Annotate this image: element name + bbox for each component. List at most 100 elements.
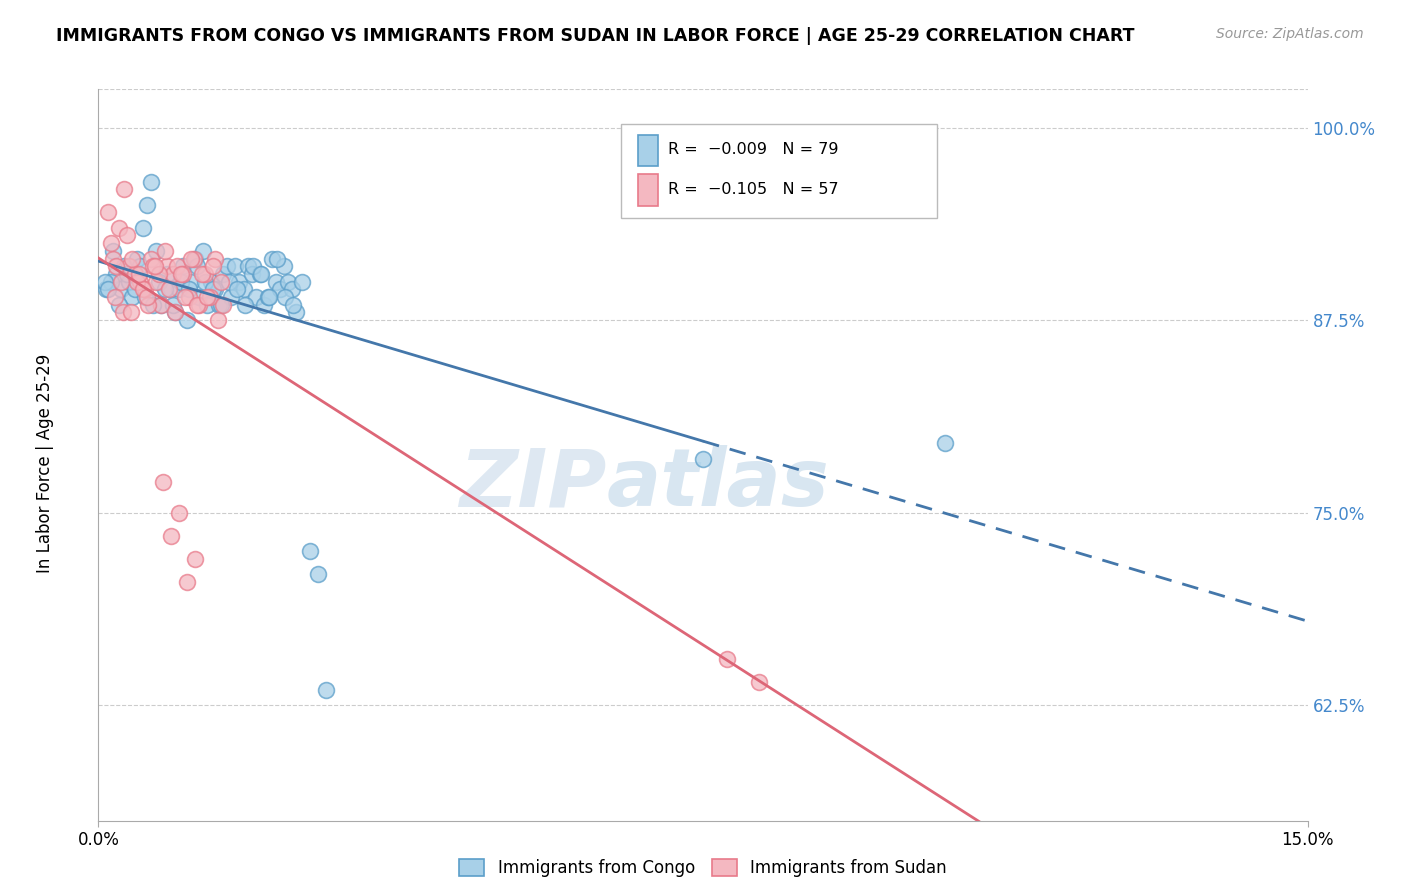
Point — [96, 282, 118, 296]
Text: In Labor Force | Age 25-29: In Labor Force | Age 25-29 — [37, 354, 53, 574]
Point — [204, 282, 226, 296]
Point — [250, 267, 273, 281]
Point — [201, 282, 224, 296]
Point — [153, 282, 176, 296]
Point — [269, 282, 291, 296]
Point — [142, 260, 165, 274]
Point — [190, 267, 212, 281]
Point — [209, 298, 232, 312]
Point — [245, 290, 267, 304]
Point — [207, 313, 229, 327]
Point — [180, 252, 202, 266]
Text: R =  −0.105   N = 57: R = −0.105 N = 57 — [668, 182, 839, 197]
Point — [156, 260, 179, 274]
Point — [204, 252, 226, 266]
Point — [118, 260, 141, 274]
Point — [138, 298, 160, 312]
Point — [103, 290, 125, 304]
Point — [195, 298, 218, 312]
Point — [200, 275, 222, 289]
Point — [139, 175, 162, 189]
Point — [298, 544, 321, 558]
Point — [221, 290, 243, 304]
Point — [100, 275, 122, 289]
Point — [160, 282, 183, 296]
Point — [162, 267, 184, 281]
Point — [153, 244, 176, 258]
Point — [266, 252, 288, 266]
Point — [145, 275, 167, 289]
Legend: Immigrants from Congo, Immigrants from Sudan: Immigrants from Congo, Immigrants from S… — [453, 852, 953, 884]
Point — [172, 260, 194, 274]
Point — [193, 244, 215, 258]
Point — [110, 275, 132, 289]
Point — [194, 267, 217, 281]
Point — [166, 260, 188, 274]
Point — [260, 252, 283, 266]
Point — [233, 298, 256, 312]
Point — [167, 282, 190, 296]
Point — [748, 675, 770, 690]
Point — [188, 298, 211, 312]
Point — [115, 228, 138, 243]
Point — [183, 252, 205, 266]
Point — [242, 260, 264, 274]
Point — [177, 290, 200, 304]
Point — [157, 282, 180, 296]
Point — [186, 298, 208, 312]
Point — [283, 298, 305, 312]
Point — [281, 282, 304, 296]
Point — [120, 305, 142, 319]
Point — [105, 267, 128, 281]
Point — [134, 282, 156, 296]
Point — [716, 652, 738, 666]
Point — [152, 475, 174, 489]
Point — [132, 282, 155, 296]
Point — [118, 275, 141, 289]
Point — [277, 275, 299, 289]
Point — [186, 260, 208, 274]
Point — [169, 275, 191, 289]
Point — [127, 275, 149, 289]
Point — [212, 267, 235, 281]
Point — [184, 552, 207, 566]
Point — [148, 275, 170, 289]
Point — [132, 220, 155, 235]
Point — [160, 529, 183, 543]
Point — [145, 244, 167, 258]
Point — [169, 267, 191, 281]
Point — [209, 275, 232, 289]
Point — [107, 220, 129, 235]
Point — [112, 260, 135, 274]
Point — [124, 282, 146, 296]
Point — [139, 252, 162, 266]
Point — [97, 205, 120, 219]
Point — [101, 252, 124, 266]
Point — [176, 574, 198, 589]
Point — [128, 267, 150, 281]
Point — [143, 260, 166, 274]
Point — [135, 290, 157, 304]
Point — [195, 290, 218, 304]
Point — [163, 305, 186, 319]
Point — [163, 305, 186, 319]
Point — [184, 252, 207, 266]
Point — [121, 252, 143, 266]
Point — [127, 252, 149, 266]
Point — [129, 260, 152, 274]
Point — [174, 290, 197, 304]
Point — [217, 260, 239, 274]
Point — [284, 305, 307, 319]
Point — [110, 282, 132, 296]
Point — [172, 267, 194, 281]
Point — [692, 451, 714, 466]
Point — [177, 282, 200, 296]
Point — [121, 290, 143, 304]
Point — [124, 267, 146, 281]
Text: Source: ZipAtlas.com: Source: ZipAtlas.com — [1216, 27, 1364, 41]
Point — [253, 298, 276, 312]
Point — [198, 290, 221, 304]
Text: R =  −0.009   N = 79: R = −0.009 N = 79 — [668, 143, 838, 158]
Point — [208, 298, 231, 312]
Point — [101, 244, 124, 258]
